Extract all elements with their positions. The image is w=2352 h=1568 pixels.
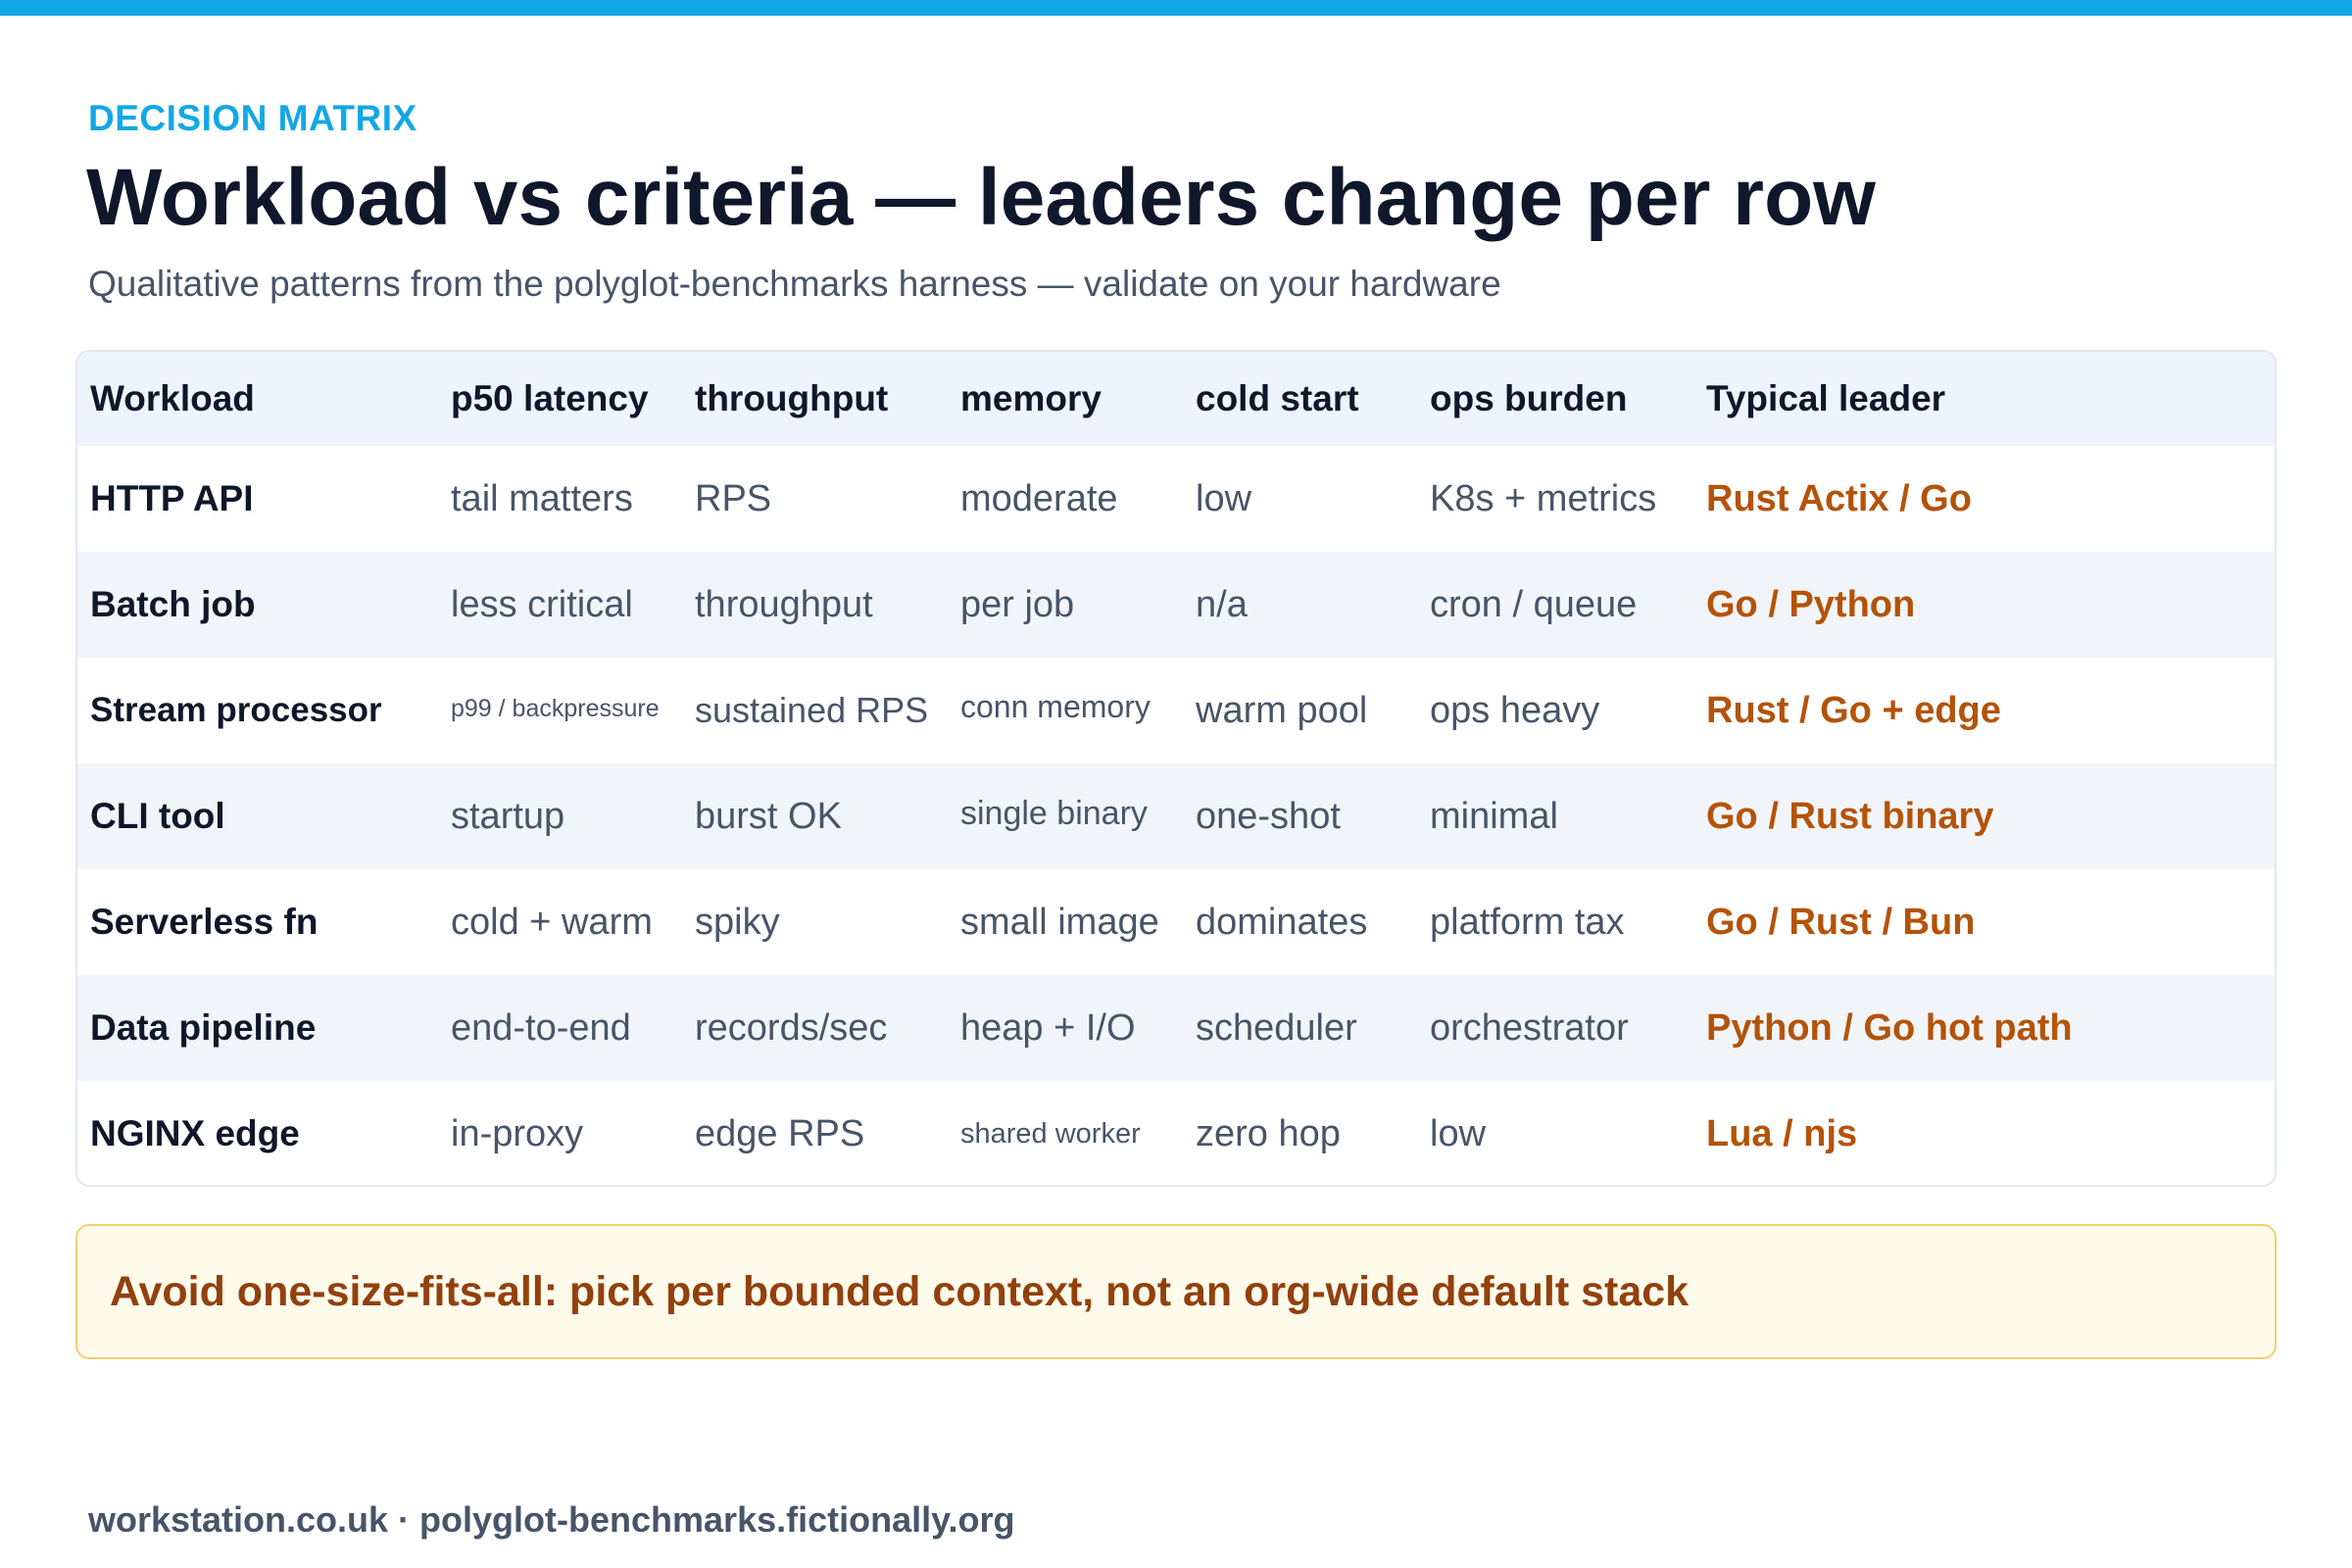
criteria-cell: moderate bbox=[960, 477, 1118, 519]
criteria-cell: end-to-end bbox=[451, 1006, 631, 1049]
leader-cell: Go / Rust binary bbox=[1706, 795, 1994, 837]
criteria-cell: conn memory bbox=[960, 689, 1151, 724]
criteria-cell: minimal bbox=[1430, 795, 1558, 837]
criteria-cell: throughput bbox=[695, 583, 873, 625]
footer: workstation.co.uk · polyglot-benchmarks.… bbox=[88, 1499, 1015, 1540]
criteria-cell: in-proxy bbox=[451, 1112, 584, 1154]
criteria-cell: burst OK bbox=[695, 795, 842, 837]
workload-cell: CLI tool bbox=[90, 796, 225, 836]
criteria-cell: spiky bbox=[695, 901, 780, 943]
workload-cell: Batch job bbox=[90, 584, 256, 624]
leader-cell: Rust / Go + edge bbox=[1706, 689, 2001, 731]
workload-cell: NGINX edge bbox=[90, 1113, 300, 1153]
criteria-cell: K8s + metrics bbox=[1430, 477, 1657, 519]
table-row: Batch job less critical throughput per job n… bbox=[77, 552, 2275, 658]
page-title: Workload vs criteria — leaders change pe… bbox=[86, 153, 1876, 242]
criteria-cell: cold + warm bbox=[451, 901, 653, 943]
criteria-cell: small image bbox=[960, 901, 1159, 943]
table-row: NGINX edge in-proxy edge RPS shared worker z… bbox=[77, 1081, 2275, 1185]
table-row: Data pipeline end-to-end records/sec heap +… bbox=[77, 975, 2275, 1081]
leader-cell: Lua / njs bbox=[1706, 1112, 1858, 1154]
criteria-cell: low bbox=[1430, 1112, 1487, 1154]
column-header: ops burden bbox=[1430, 378, 1628, 418]
header-row: Workload p50 latency throughput memory cold … bbox=[77, 352, 2275, 446]
table-row: Stream processor p99 / backpressure sustai… bbox=[77, 658, 2275, 763]
criteria-cell: scheduler bbox=[1196, 1006, 1357, 1049]
criteria-cell: shared worker bbox=[960, 1118, 1141, 1150]
leader-cell: Rust Actix / Go bbox=[1706, 477, 1972, 519]
criteria-cell: per job bbox=[960, 583, 1075, 625]
callout: Avoid one-size-fits-all: pick per bounde… bbox=[75, 1224, 2277, 1359]
criteria-cell: less critical bbox=[451, 583, 633, 625]
column-header: cold start bbox=[1196, 378, 1359, 418]
criteria-cell: edge RPS bbox=[695, 1112, 865, 1154]
workload-cell: Stream processor bbox=[90, 691, 382, 729]
criteria-cell: startup bbox=[451, 795, 565, 837]
top-accent-bar bbox=[0, 0, 2352, 16]
criteria-cell: cron / queue bbox=[1430, 583, 1638, 625]
workload-cell: Data pipeline bbox=[90, 1007, 317, 1048]
criteria-cell: single binary bbox=[960, 795, 1148, 832]
leader-cell: Python / Go hot path bbox=[1706, 1006, 2073, 1049]
table-row: CLI tool startup burst OK single binary one-… bbox=[77, 763, 2275, 869]
criteria-cell: platform tax bbox=[1430, 901, 1625, 943]
criteria-cell: one-shot bbox=[1196, 795, 1341, 837]
leader-cell: Go / Python bbox=[1706, 583, 1916, 625]
leader-cell: Go / Rust / Bun bbox=[1706, 901, 1976, 943]
workload-cell: Serverless fn bbox=[90, 902, 318, 942]
criteria-cell: warm pool bbox=[1196, 689, 1368, 731]
decision-table: Workload p50 latency throughput memory cold … bbox=[75, 350, 2277, 1187]
table-row: Serverless fn cold + warm spiky small image… bbox=[77, 869, 2275, 975]
criteria-cell: sustained RPS bbox=[695, 690, 929, 730]
criteria-cell: dominates bbox=[1196, 901, 1368, 943]
workload-cell: HTTP API bbox=[90, 478, 254, 518]
criteria-cell: orchestrator bbox=[1430, 1006, 1629, 1049]
criteria-cell: ops heavy bbox=[1430, 689, 1600, 731]
column-header: p50 latency bbox=[451, 378, 649, 418]
subtitle: Qualitative patterns from the polyglot-b… bbox=[88, 264, 1501, 304]
criteria-cell: records/sec bbox=[695, 1006, 888, 1049]
criteria-cell: low bbox=[1196, 477, 1252, 519]
criteria-cell: n/a bbox=[1196, 583, 1248, 625]
column-header: Typical leader bbox=[1706, 378, 1946, 418]
criteria-cell: heap + I/O bbox=[960, 1006, 1136, 1049]
eyebrow: DECISION MATRIX bbox=[88, 98, 417, 138]
criteria-cell: tail matters bbox=[451, 477, 633, 519]
criteria-cell: p99 / backpressure bbox=[451, 695, 660, 722]
column-header: memory bbox=[960, 378, 1102, 418]
criteria-cell: RPS bbox=[695, 477, 772, 519]
column-header: Workload bbox=[90, 378, 255, 418]
column-header: throughput bbox=[695, 378, 889, 418]
table-row: HTTP API tail matters RPS moderate low K8s + … bbox=[77, 446, 2275, 552]
criteria-cell: zero hop bbox=[1196, 1112, 1341, 1154]
